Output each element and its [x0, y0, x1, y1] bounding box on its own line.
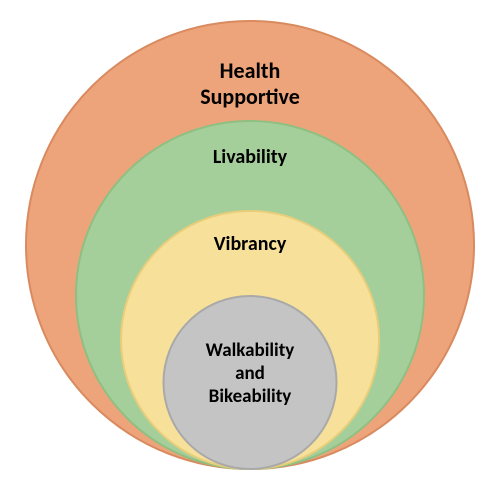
label-vibrancy: Vibrancy [214, 232, 287, 256]
label-health-supportive: Health Supportive [200, 58, 300, 111]
label-walkability-bikeability: Walkability and Bikeability [206, 340, 295, 408]
nested-circle-diagram: Health Supportive Livability Vibrancy Walka… [0, 0, 500, 500]
label-livability: Livability [213, 145, 287, 169]
